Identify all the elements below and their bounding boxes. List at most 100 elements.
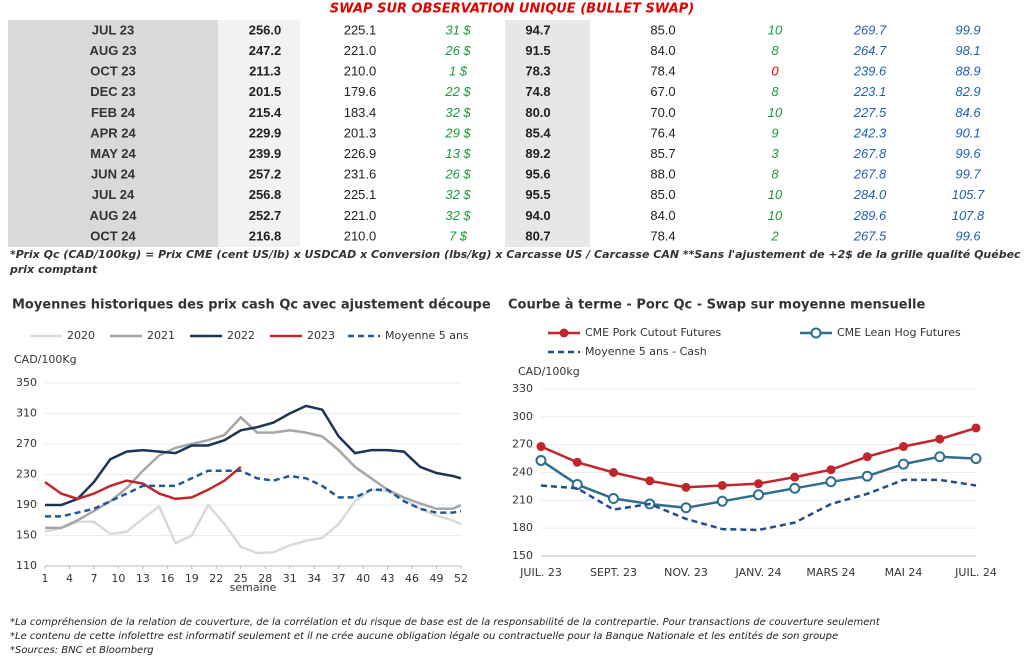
cell: 78.4 bbox=[650, 228, 675, 243]
series-marker bbox=[970, 453, 982, 465]
cell: 98.1 bbox=[955, 43, 980, 58]
cell: 252.7 bbox=[249, 208, 282, 223]
series-line bbox=[45, 404, 462, 507]
x-tick-label: 16 bbox=[160, 572, 174, 585]
cell: 267.8 bbox=[853, 167, 887, 182]
legend-marker bbox=[810, 327, 822, 339]
x-tick-label: 49 bbox=[430, 572, 444, 585]
row-label: JUL 24 bbox=[92, 187, 135, 202]
cell: 95.6 bbox=[525, 167, 550, 182]
cell: 88.0 bbox=[650, 167, 675, 182]
cell: 94.7 bbox=[525, 22, 550, 37]
cell: 99.6 bbox=[955, 228, 981, 243]
series-marker bbox=[826, 465, 836, 475]
cell: 210.0 bbox=[344, 64, 377, 79]
cell: 227.5 bbox=[853, 105, 887, 120]
x-tick-label: SEPT. 23 bbox=[590, 566, 637, 579]
row-label: OCT 24 bbox=[90, 228, 136, 243]
y-tick-label: 230 bbox=[16, 468, 37, 481]
cell: 78.4 bbox=[650, 64, 675, 79]
x-axis-label: semaine bbox=[230, 581, 277, 594]
cell: 247.2 bbox=[249, 43, 282, 58]
cell: 201.5 bbox=[249, 84, 282, 99]
row-label: JUL 23 bbox=[92, 22, 134, 37]
cell: 231.6 bbox=[344, 167, 377, 182]
y-tick-label: 310 bbox=[16, 407, 37, 420]
cell: 225.1 bbox=[344, 187, 377, 202]
y-axis-label: CAD/100kg bbox=[518, 365, 580, 378]
chart-title: Moyennes historiques des prix cash Qc av… bbox=[12, 298, 491, 313]
cell: 239.9 bbox=[249, 146, 282, 161]
series-marker bbox=[934, 451, 946, 463]
series-line bbox=[540, 478, 977, 532]
table-title: SWAP SUR OBSERVATION UNIQUE (BULLET SWAP… bbox=[330, 2, 694, 17]
cell: 269.7 bbox=[853, 22, 887, 37]
cell: 9 bbox=[771, 125, 778, 140]
cell: 32 $ bbox=[445, 105, 471, 120]
cell: 284.0 bbox=[853, 187, 887, 202]
series-marker bbox=[971, 423, 981, 433]
x-tick-label: 19 bbox=[185, 572, 199, 585]
cell: 221.0 bbox=[344, 208, 377, 223]
series-marker bbox=[680, 502, 692, 514]
cell: 289.6 bbox=[853, 208, 887, 223]
cell: 95.5 bbox=[525, 187, 550, 202]
y-tick-label: 270 bbox=[16, 437, 37, 450]
x-tick-label: NOV. 23 bbox=[664, 566, 708, 579]
y-tick-label: 150 bbox=[16, 529, 37, 542]
series-marker bbox=[753, 489, 764, 501]
legend-label: CME Pork Cutout Futures bbox=[585, 326, 721, 339]
series-marker bbox=[898, 458, 909, 470]
row-label: APR 24 bbox=[90, 125, 136, 140]
row-label: DEC 23 bbox=[90, 84, 136, 99]
cell: 99.7 bbox=[955, 167, 981, 182]
cell: 32 $ bbox=[445, 187, 471, 202]
x-tick-label: 22 bbox=[209, 572, 223, 585]
series-marker bbox=[609, 468, 618, 477]
cell: 8 bbox=[771, 84, 779, 99]
cell: 84.0 bbox=[650, 43, 675, 58]
cell: 256.8 bbox=[249, 187, 282, 202]
cell: 22 $ bbox=[444, 84, 471, 99]
cell: 210.0 bbox=[344, 228, 377, 243]
x-tick-label: 37 bbox=[332, 572, 346, 585]
y-tick-label: 300 bbox=[512, 410, 533, 423]
cell: 10 bbox=[768, 22, 783, 37]
x-tick-label: 34 bbox=[307, 572, 321, 585]
footnote: *Le contenu de cette infolettre est info… bbox=[10, 630, 838, 642]
formula-note: prix comptant bbox=[9, 263, 98, 276]
cell: 78.3 bbox=[525, 64, 550, 79]
legend-marker bbox=[559, 328, 569, 338]
cell: 74.8 bbox=[525, 84, 550, 99]
cell: 221.0 bbox=[344, 43, 377, 58]
cell: 85.4 bbox=[525, 125, 551, 140]
cell: 215.4 bbox=[249, 105, 282, 120]
row-label: OCT 23 bbox=[90, 64, 136, 79]
cell: 107.8 bbox=[952, 208, 985, 223]
cell: 82.9 bbox=[955, 84, 980, 99]
x-tick-label: MAI 24 bbox=[885, 566, 923, 579]
row-label: JUN 24 bbox=[91, 167, 136, 182]
y-tick-label: 270 bbox=[512, 438, 533, 451]
x-tick-label: 46 bbox=[405, 572, 419, 585]
series-marker bbox=[535, 454, 547, 466]
cell: 3 bbox=[771, 146, 779, 161]
cell: 91.5 bbox=[525, 43, 550, 58]
series-marker bbox=[608, 492, 619, 504]
cell: 26 $ bbox=[444, 43, 471, 58]
y-tick-label: 150 bbox=[512, 549, 533, 562]
cell: 85.7 bbox=[650, 146, 675, 161]
cell: 8 bbox=[771, 43, 779, 58]
footnote: *La compréhension de la relation de couv… bbox=[10, 616, 881, 628]
cell: 80.7 bbox=[525, 228, 550, 243]
cell: 8 bbox=[771, 167, 779, 182]
cell: 70.0 bbox=[650, 105, 675, 120]
cell: 264.7 bbox=[853, 43, 887, 58]
row-label: FEB 24 bbox=[91, 105, 136, 120]
cell: 242.3 bbox=[853, 125, 887, 140]
y-tick-label: 330 bbox=[512, 382, 533, 395]
series-marker bbox=[681, 482, 691, 492]
cell: 26 $ bbox=[444, 167, 471, 182]
y-tick-label: 210 bbox=[512, 493, 533, 506]
y-tick-label: 350 bbox=[16, 376, 37, 389]
